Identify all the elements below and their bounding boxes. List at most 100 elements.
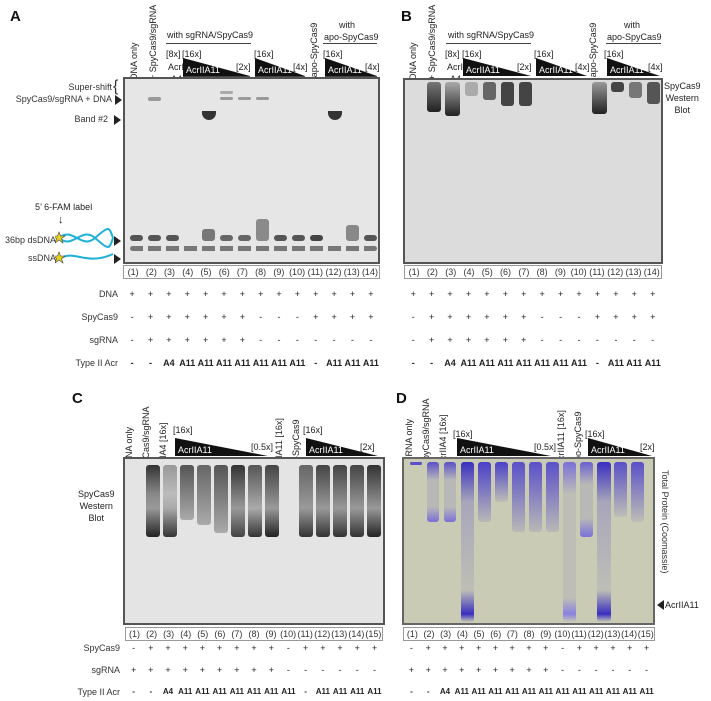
wedge-underline [183,76,250,77]
lane-label-apo-spycas9: + apo-SpyCas9 [309,22,319,85]
lane-label-dna-only: DNA only [408,42,418,80]
lane-numbers-c: (1) (2) (3) (4) (5) (6) (7) (8) (9) (10) (11) (12)(… [125,627,383,641]
arrow-left-icon [657,600,664,610]
lane-numbers-d: (1) (2) (3) (4) (5) (6) (7) (8) (9) (10) (11) (12)(… [403,627,655,641]
tri2-high-conc: [16x] [303,425,323,435]
tri2-low-conc: [2x] [360,442,375,452]
ssdna-label: ssDNA [27,253,56,263]
western-blot-label-c: SpyCas9 Western Blot [78,489,115,523]
wedge-underline [255,76,305,77]
lane-numbers-a: (1) (2) (3) (4) (5) (6) (7) (8) (9) (10) (11) (12)(… [123,265,380,279]
row-spycas9-d: - + + + + + + + + - + + + + + [409,643,650,653]
titration-wedge: AcrIIA11 [183,58,250,76]
arrow-right-icon [115,95,122,105]
group-underline [606,43,661,44]
gel-d-coomassie [402,457,655,625]
tri1-low-conc: [0.5x] [251,442,274,452]
row-spycas9-a: - + + + + + + - - - + + + + [130,312,374,322]
tri1-high-conc: [16x] [182,49,202,59]
tri2-high-conc: [16x] [254,49,274,59]
row-sgrna-c: + + + + + + + + + - - - - - - [130,665,376,675]
row-sgrna-d: + + + + + + + + + - - - - - - [408,665,649,675]
lane-label-spycas9-sgrna: + SpyCas9/sgRNA [427,4,437,80]
lane-label-spycas9-sgrna: + SpyCas9/sgRNA [148,4,158,80]
tri3-low-conc: [4x] [648,62,663,72]
super-shift-label: Super-shift [68,82,112,92]
lane-label-dna-only: DNA only [129,42,139,80]
group-underline [166,43,251,44]
titration-wedge: AcrIIA11 [588,438,652,456]
tri2-high-conc: [16x] [534,49,554,59]
titration-wedge: AcrIIA11 [463,58,531,76]
fam-label: 5’ 6-FAM label [35,202,93,212]
row-label-type-ii-acr: Type II Acr [77,687,120,697]
tri2-low-conc: [4x] [293,62,308,72]
titration-wedge: AcrIIA11 [175,438,268,456]
group-title-sgrna-spycas9: with sgRNA/SpyCas9 [167,30,254,40]
titration-wedge: AcrIIA11 [325,58,377,76]
coomassie-label: Total Protein (Coomassie) [660,470,670,574]
tri2-low-conc: [4x] [575,62,590,72]
band2-label: Band #2 [74,114,108,124]
row-label-spycas9: SpyCas9 [83,643,120,653]
tri1-high-conc: [16x] [453,429,473,439]
panel-d-letter: D [396,390,407,407]
row-acr-c: - - A4 A11 A11 A11 A11 A11 A11 A11- A11 A11 A11 A11 [132,687,382,696]
western-blot-label-b: SpyCas9 Western Blot [664,81,701,115]
arrow-right-icon [114,254,121,264]
acr-a4-name-1: AcrII [168,62,187,72]
row-acr-d: - - A4 A11 A11 A11 A11 A11 A11 A11 A11 A11 A11 A11 A11 [410,687,654,696]
group2-title-1: with [624,20,641,30]
acr-a4-conc: [8x] [166,49,181,59]
panel-c-letter: C [72,390,83,407]
dna-diagram-icon [55,228,114,264]
tri1-low-conc: [0.5x] [534,442,557,452]
tri1-high-conc: [16x] [462,49,482,59]
brace-icon: { [113,78,119,95]
row-label-sgrna: sgRNA [91,665,120,675]
row-label-sgrna: sgRNA [89,335,118,345]
gel-b-western [403,78,663,264]
titration-wedge: AcrIIA11 [457,438,551,456]
gel-a-emsa [123,77,380,264]
arrow-right-icon [114,115,121,125]
titration-wedge: AcrIIA11 [255,58,305,76]
tri1-high-conc: [16x] [173,425,193,435]
row-dna-b: + + + + + + + + + + + + + + [410,289,656,299]
group2-title-2: apo-SpyCas9 [607,32,662,42]
titration-wedge: AcrIIA11 [607,58,660,76]
tri3-high-conc: [16x] [604,49,624,59]
row-spycas9-b: - + + + + + + - - - + + + + [411,312,656,322]
acriia11-marker: AcrIIA11 [665,600,699,610]
tri3-high-conc: [16x] [323,49,343,59]
group2-title-2: apo-SpyCas9 [324,32,379,42]
tri2-low-conc: [2x] [640,442,655,452]
group2-title-1: with [339,20,356,30]
tri1-low-conc: [2x] [517,62,532,72]
row-label-spycas9: SpyCas9 [81,312,118,322]
panel-b-letter: B [401,8,412,25]
tri1-low-conc: [2x] [236,62,251,72]
row-dna-a: + + + + + + + + + + + + + + [129,289,374,299]
row-sgrna-a: - + + + + + + - - - - - - - [130,335,373,345]
group-underline [323,43,377,44]
titration-wedge: AcrIIA11 [536,58,587,76]
row-acr-b: - - A4 A11 A11 A11 A11 A11 A11 A11- A11 A11 A11 [411,358,661,368]
complex-label: SpyCas9/sgRNA + DNA [15,94,112,104]
tri2-high-conc: [16x] [585,429,605,439]
titration-wedge: AcrIIA11 [306,438,378,456]
dsdna-label: 36bp dsDNA [4,235,56,245]
group-title-sgrna-spycas9: with sgRNA/SpyCas9 [448,30,535,40]
row-acr-a: - - A4 A11 A11 A11 A11 A11 A11 A11- A11 A11 A11 [130,358,379,368]
group-underline [446,43,531,44]
arrow-down-icon: ↓ [58,214,64,226]
row-spycas9-c: - + + + + + + + + - + + + + + [132,643,378,653]
acr-a4-conc: [8x] [445,49,460,59]
panel-a-letter: A [10,8,21,25]
tri3-low-conc: [4x] [365,62,380,72]
lane-label-apo-spycas9: + apo-SpyCas9 [588,22,598,85]
arrow-right-icon [114,236,121,246]
gel-c-western [123,457,385,625]
wedge-underline [325,76,377,77]
lane-label-spycas9-sgrna: SpyCas9/sgRNA [421,398,431,466]
